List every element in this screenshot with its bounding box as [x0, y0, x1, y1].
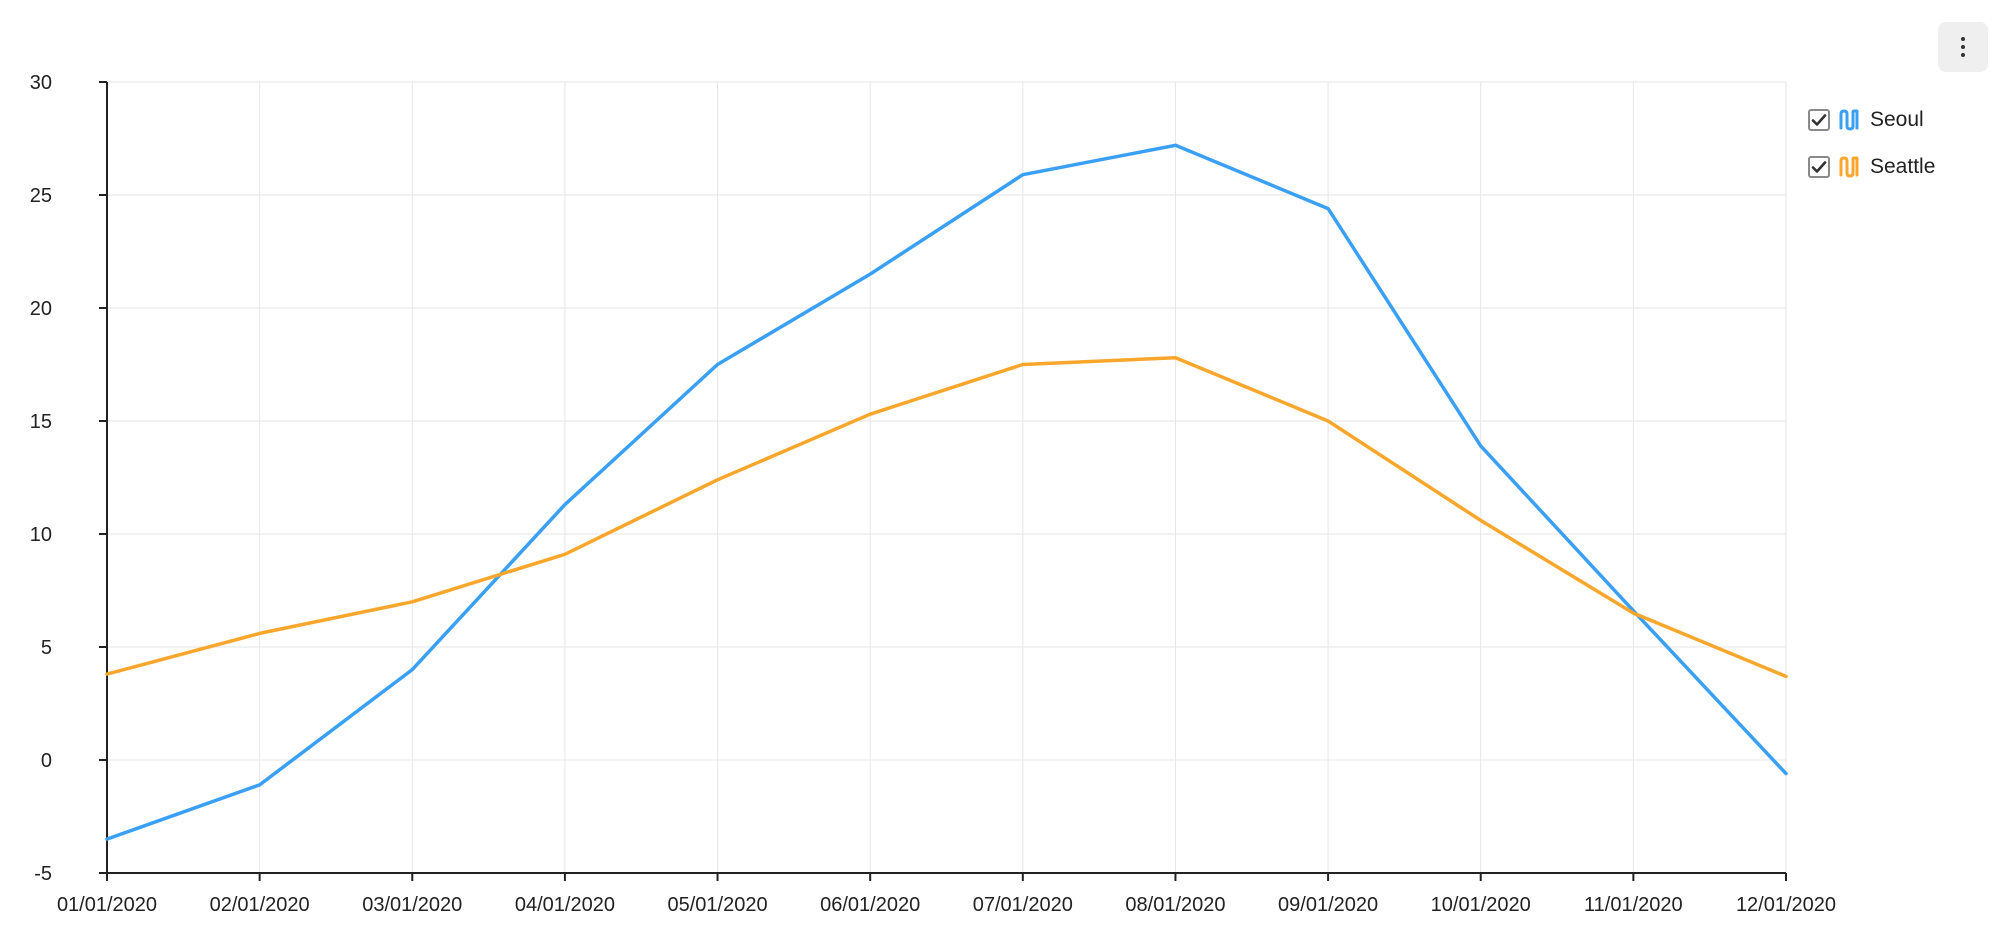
x-tick-label: 07/01/2020 — [973, 894, 1073, 916]
series-line-seoul — [105, 143, 1788, 841]
series-line-icon — [1839, 109, 1859, 131]
y-tick-label: 0 — [41, 750, 52, 772]
chart-legend: Seoul Seattle — [1808, 106, 1935, 181]
y-tick-label: 20 — [30, 298, 52, 320]
more-vertical-icon — [1961, 37, 1965, 57]
y-tick-label: 10 — [30, 524, 52, 546]
y-tick-label: 30 — [30, 72, 52, 94]
legend-checkbox-seoul[interactable] — [1808, 109, 1830, 131]
chart-menu-button[interactable] — [1938, 22, 1988, 72]
x-tick-label: 09/01/2020 — [1278, 894, 1378, 916]
legend-item-seattle[interactable]: Seattle — [1808, 153, 1935, 181]
y-tick-label: 15 — [30, 411, 52, 433]
legend-label: Seattle — [1870, 155, 1936, 178]
y-tick-label: -5 — [34, 863, 52, 885]
x-tick-label: 05/01/2020 — [667, 894, 767, 916]
x-tick-label: 10/01/2020 — [1431, 894, 1531, 916]
y-tick-label: 5 — [41, 637, 52, 659]
series-line-seattle — [105, 355, 1788, 679]
x-tick-label: 04/01/2020 — [515, 894, 615, 916]
x-tick-label: 06/01/2020 — [820, 894, 920, 916]
checkmark-icon — [1811, 161, 1827, 173]
x-tick-label: 11/01/2020 — [1584, 894, 1683, 916]
x-tick-label: 02/01/2020 — [210, 894, 310, 916]
series-line-icon — [1839, 156, 1859, 178]
legend-item-seoul[interactable]: Seoul — [1808, 106, 1935, 134]
legend-checkbox-seattle[interactable] — [1808, 156, 1830, 178]
x-tick-label: 01/01/2020 — [57, 894, 157, 916]
legend-label: Seoul — [1870, 108, 1924, 131]
checkmark-icon — [1811, 114, 1827, 126]
x-tick-label: 03/01/2020 — [362, 894, 462, 916]
x-tick-label: 12/01/2020 — [1736, 894, 1836, 916]
y-tick-label: 25 — [30, 185, 52, 207]
x-tick-label: 08/01/2020 — [1125, 894, 1225, 916]
